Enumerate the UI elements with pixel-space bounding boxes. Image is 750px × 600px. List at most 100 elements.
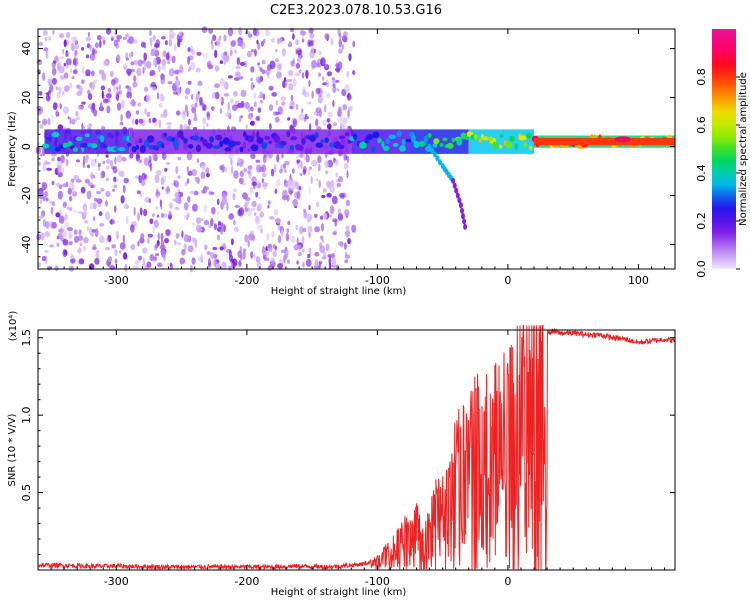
x-axis-label: Height of straight line (km) (271, 286, 407, 297)
noise-speck (270, 257, 275, 264)
noise-speck (252, 27, 257, 36)
band-blob (138, 138, 143, 144)
noise-speck (191, 237, 197, 243)
noise-speck (315, 118, 319, 127)
band-blob (256, 131, 260, 139)
noise-speck (187, 56, 191, 65)
noise-speck (49, 93, 52, 97)
noise-speck (162, 213, 168, 218)
band-blob (320, 139, 325, 144)
noise-speck (125, 85, 130, 89)
band-blob (388, 134, 397, 140)
noise-speck (233, 219, 236, 226)
noise-speck (159, 93, 164, 102)
band-blob (279, 140, 287, 146)
noise-speck (309, 166, 312, 170)
noise-speck (233, 170, 239, 179)
noise-speck (277, 234, 282, 244)
colorbar-tick-label: 0.2 (695, 212, 708, 230)
noise-speck (212, 246, 218, 251)
noise-speck (100, 125, 106, 131)
noise-speck (78, 229, 82, 236)
noise-speck (85, 54, 90, 59)
noise-speck (317, 87, 323, 97)
noise-speck (107, 256, 113, 263)
noise-speck (144, 174, 148, 180)
y-tick-label: 0.5 (20, 484, 33, 502)
noise-speck (89, 82, 93, 89)
noise-speck (333, 159, 339, 163)
branch-blob (457, 197, 462, 204)
noise-speck (326, 118, 331, 123)
noise-speck (78, 211, 84, 215)
noise-speck (188, 118, 191, 126)
noise-speck (193, 117, 198, 122)
branch-blob (461, 213, 465, 220)
branch-blob (451, 177, 456, 184)
noise-speck (103, 60, 109, 67)
noise-speck (214, 83, 220, 89)
noise-speck (192, 126, 198, 131)
band-blob (172, 139, 179, 148)
noise-speck (51, 114, 54, 122)
noise-speck (149, 69, 156, 76)
noise-speck (187, 195, 191, 203)
noise-speck (89, 44, 92, 51)
noise-speck (114, 258, 118, 264)
noise-speck (58, 215, 65, 224)
noise-speck (208, 190, 211, 196)
noise-speck (80, 186, 86, 194)
spectrogram-frame (37, 28, 676, 270)
noise-speck (171, 32, 177, 37)
noise-speck (250, 207, 256, 212)
noise-speck (122, 184, 126, 194)
noise-speck (48, 36, 52, 41)
band-blob (499, 133, 504, 138)
noise-speck (137, 241, 140, 247)
noise-speck (267, 205, 270, 209)
noise-speck (286, 194, 290, 202)
noise-speck (309, 32, 315, 39)
noise-speck (243, 167, 247, 173)
noise-speck (78, 258, 85, 265)
band-blob (286, 130, 291, 138)
noise-speck (234, 204, 240, 209)
noise-speck (113, 176, 117, 182)
noise-speck (224, 51, 228, 56)
noise-speck (247, 165, 253, 170)
noise-speck (97, 162, 101, 167)
noise-speck (220, 228, 223, 235)
noise-speck (67, 227, 73, 232)
noise-speck (152, 213, 155, 217)
noise-speck (261, 59, 266, 65)
noise-speck (221, 261, 227, 271)
noise-speck (184, 104, 188, 113)
band-blob (439, 143, 444, 147)
noise-speck (75, 110, 79, 117)
band-blob (401, 138, 406, 146)
branch-blob (438, 159, 442, 166)
noise-speck (267, 265, 273, 271)
noise-speck (341, 44, 345, 50)
band-blob (72, 147, 78, 152)
noise-speck (304, 113, 308, 117)
band-blob (413, 140, 420, 149)
noise-speck (112, 188, 115, 192)
noise-speck (84, 178, 90, 184)
noise-speck (324, 104, 327, 113)
noise-speck (128, 36, 135, 44)
band-blob (91, 143, 98, 149)
noise-speck (181, 248, 186, 256)
band-blob (188, 144, 194, 149)
noise-speck (317, 163, 321, 172)
band-blob (423, 135, 428, 144)
noise-speck (269, 60, 276, 70)
noise-speck (238, 177, 244, 185)
noise-speck (182, 110, 186, 115)
noise-speck (261, 178, 265, 184)
band-blob (41, 143, 50, 149)
noise-speck (116, 54, 121, 62)
noise-speck (106, 158, 111, 165)
band-blob (264, 135, 271, 141)
noise-speck (296, 190, 301, 200)
